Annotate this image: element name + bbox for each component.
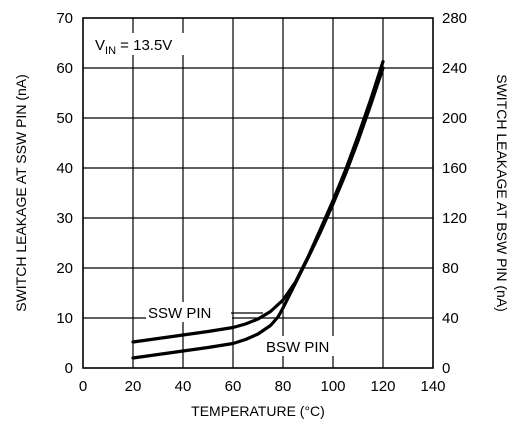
x-axis-title: TEMPERATURE (°C) [191,403,325,419]
right-y-tick-label: 160 [442,160,467,177]
left-y-axis-ticks: 0 10 20 30 40 50 60 70 [56,10,73,377]
x-tick-label: 140 [420,378,445,395]
x-tick-label: 120 [370,378,395,395]
vin-annotation-main: V [95,37,105,54]
bsw-label-background [264,336,338,356]
left-y-tick-label: 0 [65,360,73,377]
left-y-tick-label: 10 [56,310,73,327]
series-lines [131,59,385,360]
bsw-pin-series-line [131,66,385,360]
right-y-tick-label: 200 [442,110,467,127]
right-y-tick-label: 280 [442,10,467,27]
ssw-pin-series-line [131,59,385,344]
left-y-tick-label: 20 [56,260,73,277]
x-tick-label: 20 [125,378,142,395]
x-tick-label: 40 [175,378,192,395]
plot-frame [82,17,434,369]
right-y-axis-ticks: 0 40 80 120 160 200 240 280 [442,10,467,377]
right-y-tick-label: 0 [442,360,450,377]
left-y-tick-label: 70 [56,10,73,27]
right-y-axis-title: SWITCH LEAKAGE AT BSW PIN (nA) [494,74,510,312]
x-tick-label: 0 [79,378,87,395]
right-y-tick-label: 80 [442,260,459,277]
left-y-tick-label: 60 [56,60,73,77]
right-y-tick-label: 120 [442,210,467,227]
right-y-tick-label: 40 [442,310,459,327]
left-y-tick-label: 40 [56,160,73,177]
ssw-label-background [146,302,232,322]
x-axis-ticks: 0 20 40 60 80 100 120 140 [79,378,446,395]
vin-annotation-sub: IN [105,45,116,57]
left-y-tick-label: 30 [56,210,73,227]
left-y-tick-label: 50 [56,110,73,127]
annotation-background [92,33,188,55]
x-tick-label: 60 [225,378,242,395]
left-y-axis-title: SWITCH LEAKAGE AT SSW PIN (nA) [13,74,29,312]
vin-annotation-rest: = 13.5V [116,37,172,54]
x-tick-label: 100 [320,378,345,395]
vin-annotation: VIN = 13.5V [95,37,172,57]
grid-lines [83,18,433,368]
ssw-series-label: SSW PIN [148,305,211,322]
x-tick-label: 80 [275,378,292,395]
right-y-tick-label: 240 [442,60,467,77]
bsw-series-label: BSW PIN [266,339,329,356]
